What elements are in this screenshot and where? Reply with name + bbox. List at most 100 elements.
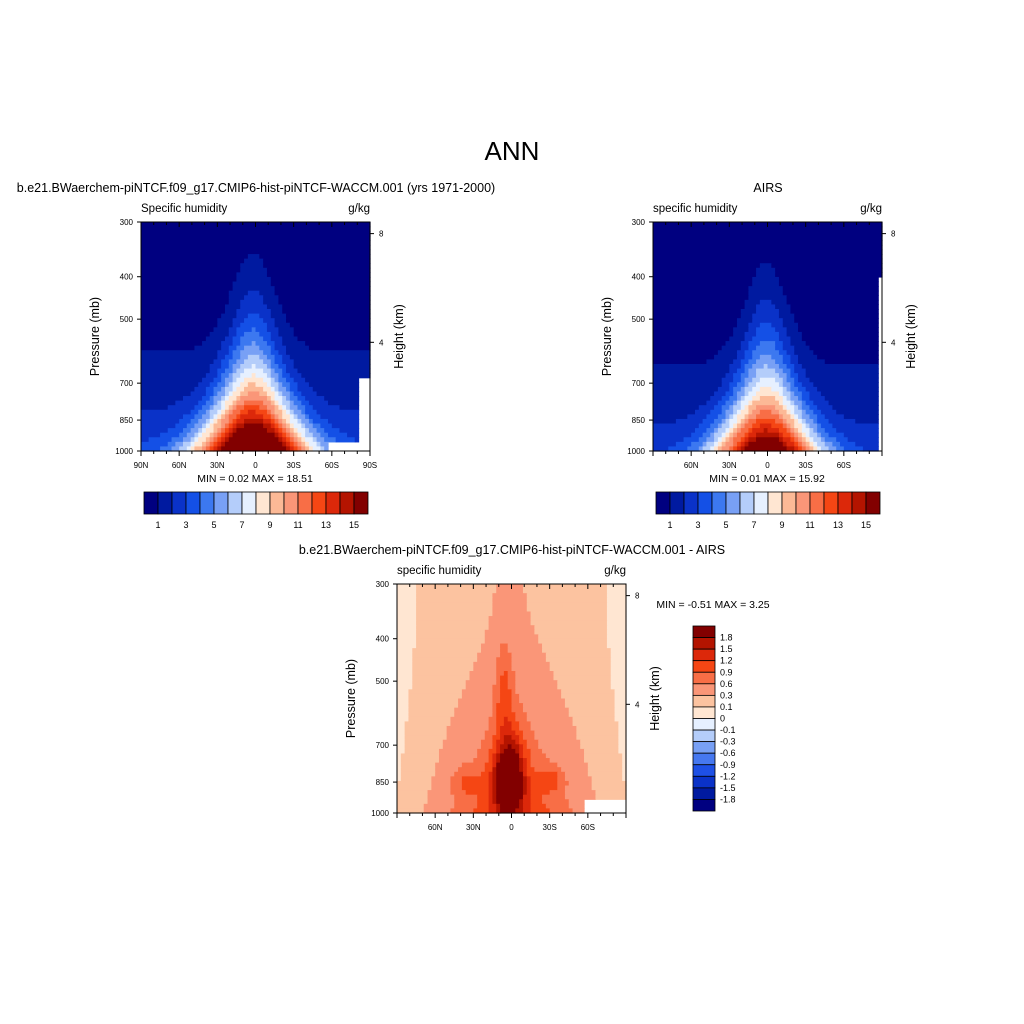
obs-contour-cell	[756, 382, 780, 388]
model-contour-cell	[244, 400, 264, 406]
obs-contour-cell	[721, 382, 730, 388]
diff-contour-cell	[397, 648, 413, 654]
obs-contour-cell	[782, 396, 788, 402]
obs-contour-cell	[828, 446, 837, 452]
model-contour-cell	[160, 432, 180, 438]
obs-contour-cell	[756, 331, 780, 338]
model-contour-cell	[308, 345, 371, 351]
diff-contour-cell	[400, 762, 436, 768]
diff-colorbar: 1.81.51.20.90.60.30.10-0.1-0.3-0.6-0.9-1…	[692, 625, 736, 812]
obs-contour-cell	[752, 400, 780, 406]
diff-contour-cell	[584, 758, 623, 764]
model-contour-cell	[331, 423, 360, 429]
diff-contour-cell	[500, 648, 509, 654]
model-contour-cell	[209, 418, 215, 425]
model-colorbar-box	[311, 491, 327, 515]
diff-variable-label: specific humidity	[397, 565, 482, 577]
obs-contour-cell	[725, 441, 734, 448]
diff-contour-cell	[515, 671, 555, 677]
diff-contour-cell	[397, 730, 406, 736]
model-contour-cell	[190, 437, 196, 443]
diff-contour-cell	[507, 648, 543, 654]
model-contour-cell	[305, 377, 360, 383]
model-contour-cell	[320, 423, 333, 429]
obs-contour-cell	[824, 428, 837, 434]
diff-height-tick-label: 4	[635, 700, 640, 709]
obs-contour-cell	[786, 331, 803, 338]
diff-contour-cell	[477, 657, 497, 663]
model-contour-cell	[274, 400, 279, 406]
obs-contour-cell	[653, 281, 753, 287]
diff-contour-cell	[397, 725, 406, 732]
diff-contour-cell	[492, 785, 497, 791]
model-contour-cell	[286, 428, 291, 434]
obs-contour-cell	[653, 272, 757, 278]
obs-contour-cell	[786, 363, 795, 370]
diff-colorbar-box	[692, 752, 716, 766]
obs-contour-cell	[771, 409, 780, 415]
diff-contour-cell	[397, 693, 410, 700]
obs-contour-cell	[817, 405, 833, 411]
model-contour-cell	[282, 336, 299, 342]
diff-contour-cell	[519, 698, 566, 704]
obs-contour-cell	[805, 341, 879, 347]
diff-contour-cell	[507, 680, 516, 686]
obs-contour-cell	[798, 377, 811, 383]
model-colorbar-box	[269, 491, 285, 515]
model-contour-cell	[213, 327, 230, 333]
model-contour-cell	[205, 400, 215, 406]
obs-contour-cell	[733, 409, 738, 415]
model-contour-cell	[232, 405, 238, 411]
model-colorbar-label: 13	[321, 520, 331, 530]
model-contour-cell	[266, 391, 276, 397]
model-contour-cell	[282, 437, 287, 443]
diff-contour-cell	[568, 712, 616, 718]
model-contour-cell	[141, 396, 184, 402]
model-contour-cell	[266, 405, 276, 411]
model-contour-cell	[274, 354, 283, 360]
model-contour-cell	[217, 400, 222, 406]
obs-contour-cell	[653, 299, 746, 306]
diff-ylabel: Pressure (mb)	[344, 659, 358, 738]
diff-contour-cell	[549, 808, 574, 814]
obs-colorbar-box	[725, 491, 741, 515]
obs-contour-cell	[653, 345, 723, 351]
model-contour-cell	[278, 382, 283, 388]
model-contour-cell	[274, 391, 279, 397]
diff-contour-cell	[477, 652, 501, 658]
obs-contour-cell	[752, 313, 780, 319]
diff-contour-cell	[496, 771, 524, 777]
obs-colorbar-box	[683, 491, 699, 515]
model-contour-cell	[202, 441, 207, 448]
model-contour-cell	[289, 322, 371, 328]
diff-colorbar-box	[692, 741, 716, 754]
model-contour-cell	[278, 437, 283, 443]
diff-ytick-label: 400	[376, 635, 390, 644]
diff-contour-cell	[416, 616, 490, 622]
obs-colorbar-box	[837, 491, 853, 515]
obs-contour-cell	[782, 345, 795, 351]
diff-contour-cell	[519, 767, 524, 773]
model-contour-cell	[270, 396, 276, 402]
diff-contour-cell	[496, 707, 513, 713]
obs-contour-cell	[653, 331, 734, 338]
obs-contour-cell	[786, 423, 791, 429]
diff-contour-cell	[530, 620, 608, 626]
obs-contour-cell	[809, 377, 879, 383]
model-contour-cell	[236, 428, 268, 434]
model-contour-cell	[305, 428, 310, 434]
diff-contour-cell	[500, 803, 520, 810]
diff-contour-cell	[442, 739, 482, 745]
obs-contour-cell	[744, 437, 750, 443]
model-contour-cell	[244, 386, 264, 393]
diff-contour-cell	[454, 771, 482, 777]
diff-contour-cell	[397, 721, 406, 727]
diff-colorbar-box	[692, 671, 716, 685]
obs-contour-cell	[813, 441, 818, 448]
obs-contour-cell	[653, 235, 883, 241]
diff-contour-cell	[416, 638, 486, 645]
diff-contour-cell	[519, 739, 528, 745]
obs-contour-cell	[733, 446, 738, 452]
model-contour-cell	[301, 432, 306, 438]
model-contour-cell	[270, 423, 276, 429]
